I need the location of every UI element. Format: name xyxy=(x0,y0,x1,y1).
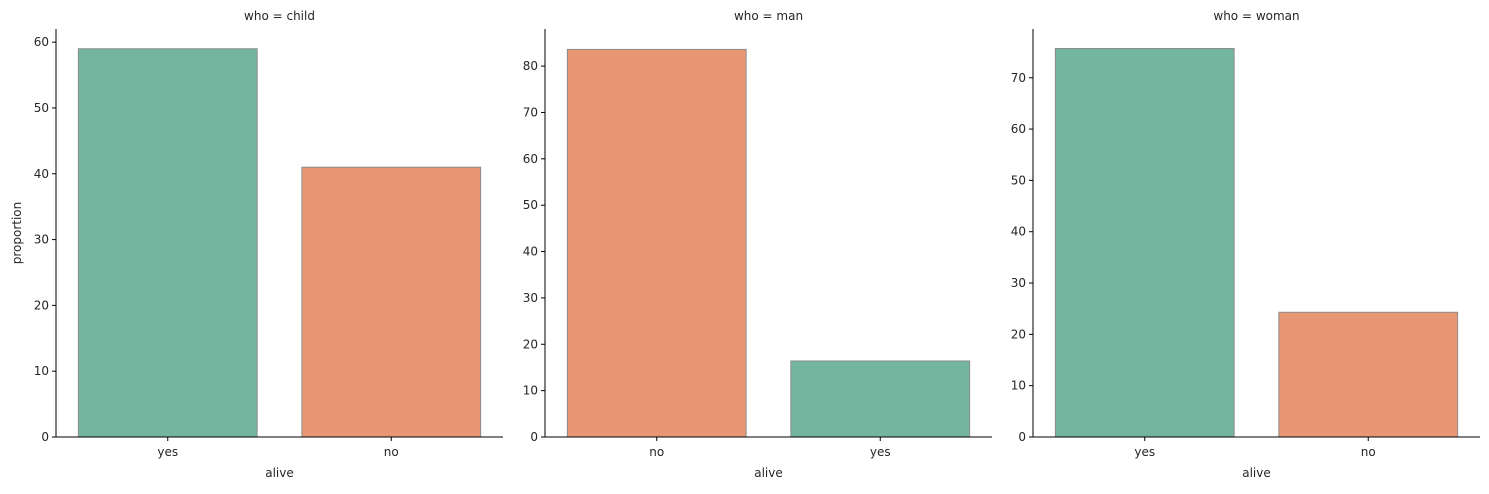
y-tick-label: 0 xyxy=(1018,430,1026,444)
x-axis-label: alive xyxy=(1242,466,1271,480)
y-tick-label: 10 xyxy=(1011,379,1026,393)
x-tick-label: no xyxy=(649,445,664,459)
y-tick-label: 20 xyxy=(34,298,49,312)
y-tick-label: 50 xyxy=(523,198,538,212)
x-axis-label: alive xyxy=(265,466,294,480)
y-tick-label: 30 xyxy=(523,291,538,305)
y-tick-label: 60 xyxy=(523,152,538,166)
y-tick-label: 10 xyxy=(523,384,538,398)
x-tick-label: yes xyxy=(157,445,178,459)
x-axis-label: alive xyxy=(754,466,783,480)
facet-title: who = woman xyxy=(1213,9,1299,23)
y-tick-label: 70 xyxy=(1011,71,1026,85)
y-tick-label: 20 xyxy=(1011,327,1026,341)
y-tick-label: 0 xyxy=(41,430,49,444)
x-tick-label: no xyxy=(384,445,399,459)
y-axis-label: proportion xyxy=(10,202,24,265)
y-tick-label: 0 xyxy=(530,430,538,444)
y-tick-label: 80 xyxy=(523,59,538,73)
bar-yes xyxy=(1054,48,1235,438)
y-tick-label: 60 xyxy=(34,35,49,49)
bar-no xyxy=(1278,311,1459,438)
y-tick-label: 30 xyxy=(34,233,49,247)
facet-title: who = child xyxy=(244,9,315,23)
bar-yes xyxy=(790,360,971,438)
bar-yes xyxy=(77,48,258,438)
facet-panel-0: yes no 0 10 20 30 40 50 60 who = child alive propor… xyxy=(10,9,503,480)
x-tick-label: yes xyxy=(870,445,891,459)
y-tick-label: 60 xyxy=(1011,122,1026,136)
bar-no xyxy=(566,48,747,438)
y-tick-label: 40 xyxy=(1011,225,1026,239)
y-tick-label: 40 xyxy=(34,167,49,181)
y-tick-label: 30 xyxy=(1011,276,1026,290)
y-tick-label: 50 xyxy=(34,101,49,115)
y-tick-label: 40 xyxy=(523,245,538,259)
y-tick-label: 20 xyxy=(523,337,538,351)
bar-no xyxy=(301,166,482,438)
y-tick-label: 70 xyxy=(523,105,538,119)
facet-title: who = man xyxy=(734,9,803,23)
facet-panel-2: yes no 0 10 20 30 40 50 60 70 who = woman alive xyxy=(1011,9,1480,480)
x-tick-label: yes xyxy=(1134,445,1155,459)
x-tick-label: no xyxy=(1361,445,1376,459)
facet-panel-1: no yes 0 10 20 30 40 50 60 70 80 who = man alive xyxy=(523,9,992,480)
y-tick-label: 10 xyxy=(34,364,49,378)
y-tick-label: 50 xyxy=(1011,173,1026,187)
